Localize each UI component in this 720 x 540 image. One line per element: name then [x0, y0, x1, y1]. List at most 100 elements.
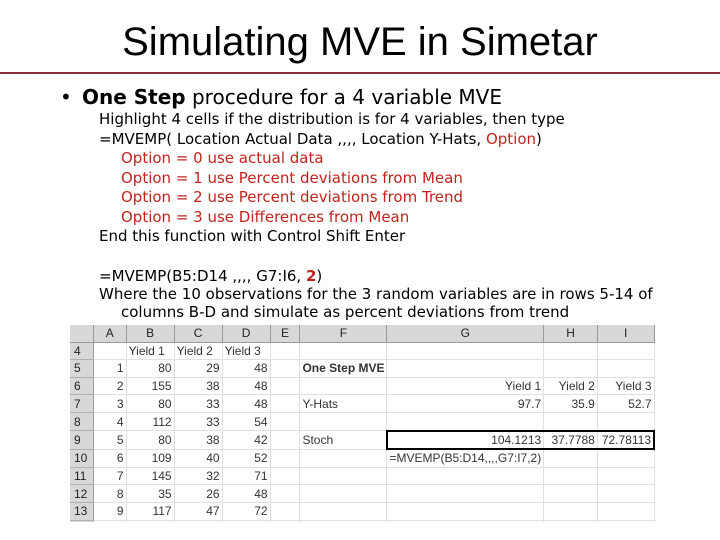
column-header[interactable]: G — [386, 325, 545, 343]
cell[interactable] — [543, 467, 598, 486]
cell[interactable]: 10 — [93, 520, 127, 522]
row-header[interactable]: 11 — [70, 467, 94, 486]
cell[interactable]: 112 — [126, 412, 175, 432]
cell[interactable]: 35 — [126, 484, 175, 503]
cell[interactable]: 33 — [174, 394, 223, 413]
column-header[interactable]: I — [597, 325, 655, 343]
cell[interactable]: 33 — [174, 412, 223, 432]
cell[interactable]: 48 — [222, 377, 271, 396]
cell[interactable] — [270, 412, 301, 432]
cell[interactable]: Yield 3 — [597, 377, 655, 396]
cell[interactable]: 40 — [174, 449, 223, 468]
column-header[interactable]: B — [126, 325, 175, 343]
cell[interactable]: 48 — [222, 394, 271, 413]
cell[interactable]: 9 — [93, 502, 127, 521]
cell[interactable]: Stoch — [299, 430, 388, 450]
column-header[interactable]: H — [543, 325, 598, 343]
cell[interactable]: 5 — [93, 430, 127, 450]
cell[interactable]: 45 — [222, 520, 271, 522]
cell[interactable]: 54 — [222, 412, 271, 432]
cell[interactable]: 114 — [126, 520, 175, 522]
cell[interactable] — [597, 502, 655, 521]
row-header[interactable]: 9 — [70, 430, 94, 450]
cell[interactable]: 38 — [174, 377, 223, 396]
row-header[interactable]: 4 — [70, 342, 94, 361]
cell[interactable]: One Step MVE — [299, 359, 388, 378]
cell[interactable]: 29 — [174, 359, 223, 378]
cell[interactable]: Yield 2 — [543, 377, 598, 396]
cell[interactable]: 48 — [222, 484, 271, 503]
cell[interactable] — [597, 449, 655, 468]
select-all-corner[interactable] — [70, 325, 94, 343]
cell[interactable]: 47 — [174, 502, 223, 521]
cell[interactable] — [299, 467, 388, 486]
cell[interactable] — [597, 342, 655, 361]
row-header[interactable]: 5 — [70, 359, 94, 378]
row-header[interactable]: 14 — [70, 520, 94, 522]
cell[interactable]: 4 — [93, 412, 127, 432]
column-header[interactable]: F — [299, 325, 388, 343]
cell[interactable] — [270, 467, 301, 486]
cell[interactable] — [386, 467, 545, 486]
cell[interactable] — [299, 342, 388, 361]
column-header[interactable]: E — [270, 325, 301, 343]
cell[interactable] — [597, 359, 655, 378]
cell[interactable] — [386, 412, 545, 432]
cell[interactable] — [543, 502, 598, 521]
cell[interactable]: 8 — [93, 484, 127, 503]
selected-output-cell[interactable]: 104.1213 — [385, 429, 545, 451]
cell[interactable]: 80 — [126, 359, 175, 378]
cell[interactable] — [386, 484, 545, 503]
cell[interactable]: Yield 2 — [174, 342, 223, 361]
cell[interactable]: Yield 1 — [386, 377, 545, 396]
cell[interactable] — [543, 342, 598, 361]
cell[interactable] — [386, 359, 545, 378]
cell[interactable] — [543, 449, 598, 468]
cell[interactable]: Yield 3 — [222, 342, 271, 361]
cell[interactable] — [597, 484, 655, 503]
cell[interactable]: 42 — [222, 430, 271, 450]
cell[interactable] — [299, 412, 388, 432]
cell[interactable]: 52 — [222, 449, 271, 468]
row-header[interactable]: 8 — [70, 412, 94, 432]
cell[interactable]: 71 — [222, 467, 271, 486]
cell[interactable] — [386, 502, 545, 521]
cell[interactable]: 80 — [126, 430, 175, 450]
cell[interactable] — [543, 484, 598, 503]
row-header[interactable]: 10 — [70, 449, 94, 468]
cell[interactable] — [386, 342, 545, 361]
cell[interactable] — [543, 520, 598, 522]
cell[interactable]: 2 — [93, 377, 127, 396]
cell[interactable]: 40 — [174, 520, 223, 522]
row-header[interactable]: 12 — [70, 484, 94, 503]
cell[interactable]: 97.7 — [386, 394, 545, 413]
cell[interactable] — [299, 449, 388, 468]
cell[interactable]: 145 — [126, 467, 175, 486]
cell[interactable] — [543, 359, 598, 378]
cell[interactable] — [270, 484, 301, 503]
cell[interactable] — [93, 342, 127, 361]
cell[interactable]: 26 — [174, 484, 223, 503]
cell[interactable] — [386, 520, 545, 522]
cell[interactable]: 48 — [222, 359, 271, 378]
cell[interactable]: 155 — [126, 377, 175, 396]
cell[interactable] — [270, 394, 301, 413]
cell[interactable]: 38 — [174, 430, 223, 450]
cell[interactable]: 7 — [93, 467, 127, 486]
cell[interactable]: 1 — [93, 359, 127, 378]
cell[interactable] — [299, 502, 388, 521]
cell[interactable]: Y-Hats — [299, 394, 388, 413]
cell[interactable] — [299, 520, 388, 522]
column-header[interactable]: A — [93, 325, 127, 343]
cell[interactable]: 3 — [93, 394, 127, 413]
cell[interactable] — [270, 502, 301, 521]
cell[interactable] — [299, 484, 388, 503]
cell[interactable] — [543, 412, 598, 432]
selected-output-cell[interactable]: 72.78113 — [597, 429, 655, 451]
cell[interactable]: 6 — [93, 449, 127, 468]
row-header[interactable]: 13 — [70, 502, 94, 521]
cell[interactable]: 35.9 — [543, 394, 598, 413]
selected-output-cell[interactable]: 37.7788 — [543, 429, 598, 451]
cell[interactable] — [270, 520, 301, 522]
cell[interactable]: 109 — [126, 449, 175, 468]
